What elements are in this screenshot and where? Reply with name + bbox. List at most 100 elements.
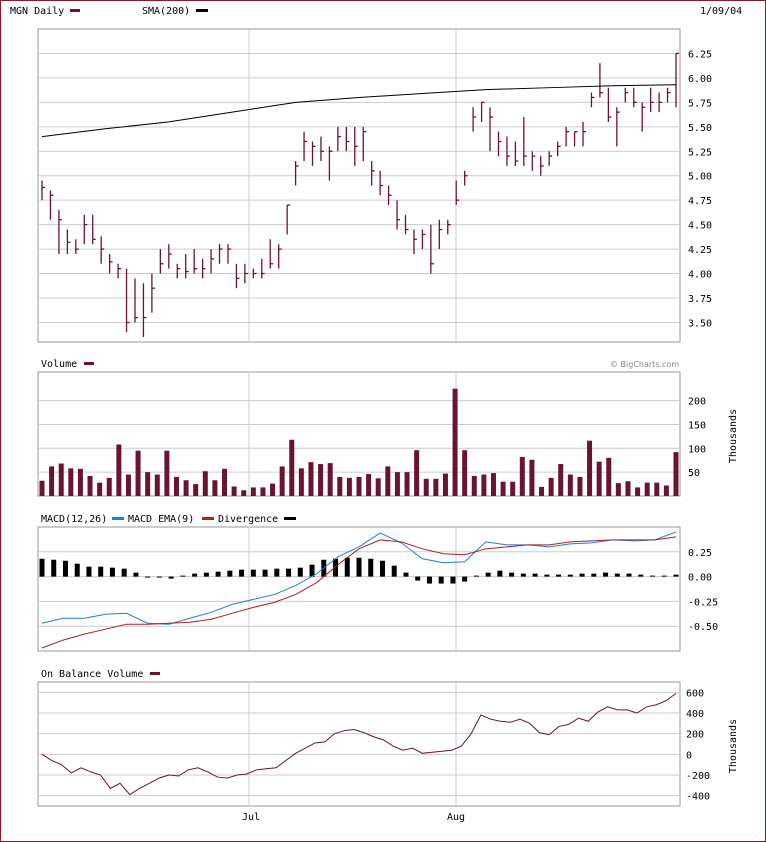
volume-bar: [68, 468, 74, 496]
macd-histogram-bar: [368, 558, 374, 577]
volume-bar: [183, 480, 189, 496]
macd-histogram-bar: [239, 569, 245, 577]
macd-histogram-bar: [661, 575, 667, 577]
divergence-label: Divergence: [218, 514, 278, 525]
macd-histogram-bar: [86, 566, 92, 577]
sma-legend-swatch: [196, 9, 208, 12]
price-y-tick-3: 4.25: [688, 245, 712, 256]
volume-bar: [164, 450, 170, 496]
divergence-legend-swatch: [284, 517, 296, 520]
price-y-tick-2: 4.00: [688, 270, 712, 281]
macd-y-tick-0: 0.25: [688, 548, 712, 559]
obv-panel: On Balance Volume Thousands: [37, 669, 739, 807]
macd-histogram-bar: [485, 572, 491, 577]
volume-bar: [394, 472, 400, 496]
macd-y-tick-2: -0.25: [688, 597, 718, 608]
volume-bar: [145, 472, 151, 496]
volume-bar: [327, 463, 333, 496]
macd-histogram-bar: [650, 575, 656, 577]
volume-bar: [154, 474, 160, 496]
volume-bar: [241, 490, 247, 496]
macd-histogram-bar: [462, 576, 468, 582]
macd-histogram-bar: [626, 573, 632, 577]
volume-bar: [346, 477, 352, 496]
volume-bar: [452, 388, 458, 496]
volume-bar: [49, 466, 55, 496]
obv-y-tick-1: 400: [686, 709, 704, 720]
macd-histogram-bar: [544, 574, 550, 577]
volume-bar: [654, 482, 660, 496]
macd-histogram-bar: [379, 560, 385, 577]
volume-bar: [442, 473, 448, 496]
volume-bar: [116, 444, 122, 496]
macd-panel: MACD(12,26) MACD EMA(9) Divergence: [37, 514, 681, 652]
x-tick-jul: Jul: [242, 812, 260, 823]
volume-bar: [462, 450, 468, 496]
price-y-tick-9: 5.75: [688, 98, 712, 109]
sma-200-line: [41, 84, 677, 138]
volume-bar: [548, 477, 554, 496]
macd-histogram-bar: [450, 576, 456, 584]
macd-y-tick-1: 0.00: [688, 573, 712, 584]
obv-y-tick-2: 200: [686, 730, 704, 741]
macd-histogram-bar: [333, 558, 339, 577]
volume-bar: [222, 468, 228, 496]
volume-bar: [587, 440, 593, 496]
volume-bar: [577, 476, 583, 496]
volume-bar: [539, 486, 545, 496]
macd-histogram-bar: [403, 572, 409, 577]
price-y-tick-11: 6.25: [688, 49, 712, 60]
volume-bar: [39, 480, 45, 496]
macd-histogram-bar: [356, 557, 362, 577]
macd-histogram-bar: [603, 572, 609, 577]
volume-axis-label: Thousands: [728, 409, 739, 463]
watermark: © BigCharts.com: [610, 360, 679, 369]
macd-plot-area: [37, 526, 681, 652]
macd-histogram-bar: [344, 557, 350, 577]
macd-histogram-bar: [51, 559, 57, 577]
obv-axis-label: Thousands: [728, 719, 739, 773]
macd-histogram-bar: [192, 573, 198, 577]
macd-histogram-bar: [473, 575, 479, 577]
price-plot-area: [37, 28, 681, 343]
volume-bar: [97, 482, 103, 496]
obv-line: [41, 692, 677, 796]
volume-bar: [606, 457, 612, 496]
volume-bar: [375, 478, 381, 496]
volume-bar: [558, 464, 564, 496]
volume-bar: [567, 474, 573, 496]
volume-bar: [318, 464, 324, 496]
macd-legend-swatch: [112, 517, 124, 520]
price-y-tick-6: 5.00: [688, 172, 712, 183]
volume-y-tick-2: 150: [688, 420, 706, 431]
volume-bar: [212, 480, 218, 496]
volume-bar: [510, 481, 516, 496]
macd-histogram-bar: [274, 568, 280, 577]
macd-histogram-bar: [109, 567, 115, 577]
macd-histogram-bar: [438, 576, 444, 584]
macd-histogram-bar: [391, 565, 397, 577]
macd-histogram-bar: [579, 573, 585, 577]
date-label: 1/09/04: [700, 6, 742, 17]
volume-bar: [481, 474, 487, 496]
macd-y-tick-3: -0.50: [688, 622, 718, 633]
price-y-tick-0: 3.50: [688, 318, 712, 329]
volume-bar: [270, 483, 276, 496]
volume-bar: [366, 474, 372, 496]
volume-bar: [490, 473, 496, 496]
volume-bar: [135, 450, 141, 496]
macd-line: [41, 531, 677, 625]
volume-plot-area: [37, 371, 681, 497]
macd-histogram-bar: [614, 573, 620, 577]
volume-bar: [337, 476, 343, 496]
volume-bar: [423, 478, 429, 496]
macd-histogram-bar: [203, 572, 209, 577]
macd-histogram-bar: [286, 568, 292, 577]
volume-bar: [596, 461, 602, 496]
x-tick-aug: Aug: [447, 812, 465, 823]
macd-histogram-bar: [168, 576, 174, 579]
volume-bar: [625, 481, 631, 496]
macd-histogram-bar: [567, 574, 573, 577]
volume-title: Volume: [41, 359, 77, 370]
